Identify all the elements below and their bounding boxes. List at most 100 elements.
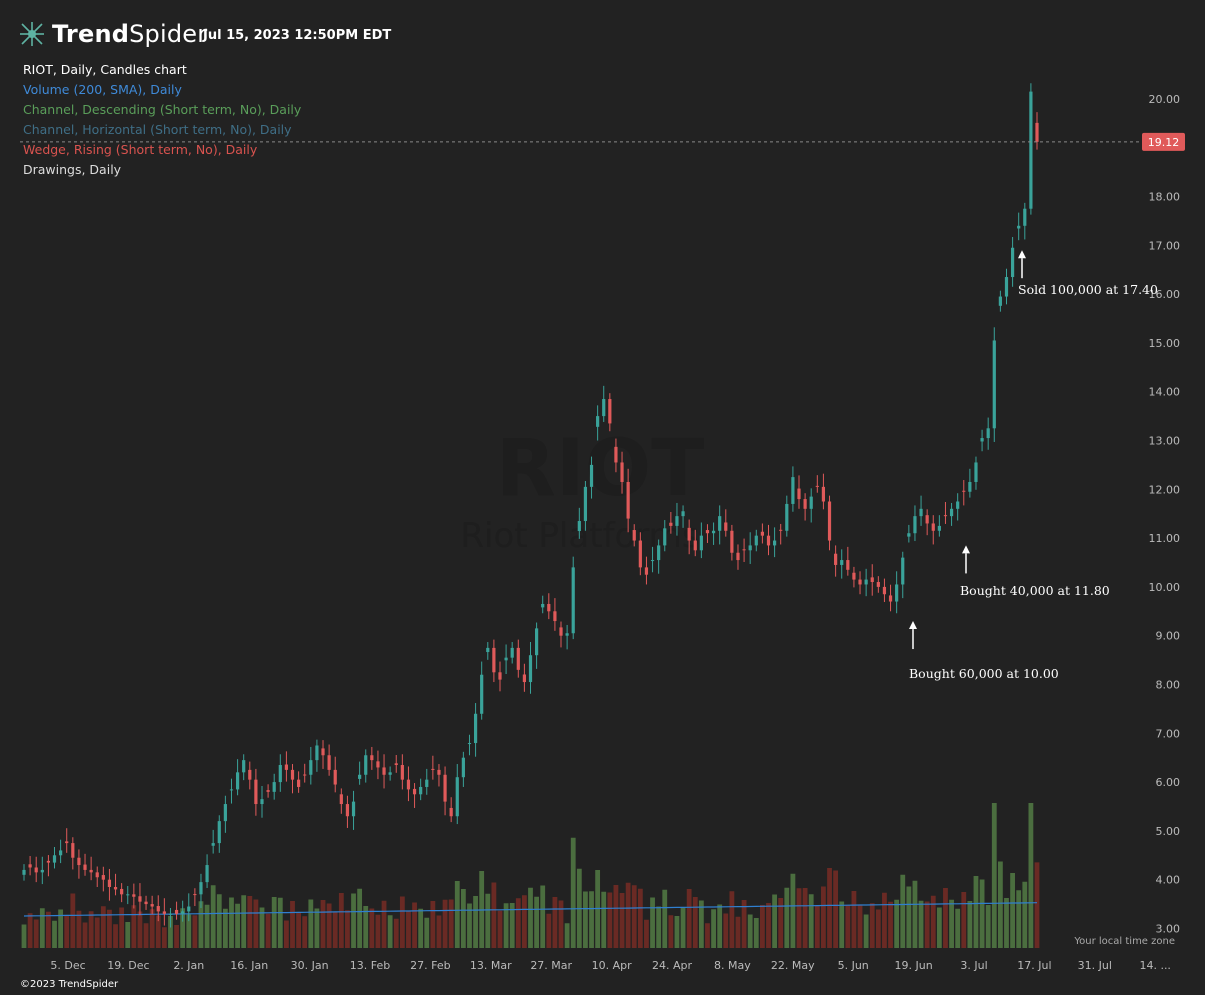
volume-bar: [259, 907, 265, 948]
volume-bar: [564, 923, 570, 948]
candle-body: [358, 774, 362, 779]
candle-body: [730, 530, 734, 553]
x-tick-label: 2. Jan: [173, 959, 204, 972]
y-tick-label: 15.00: [1149, 337, 1181, 350]
candle-body: [492, 647, 496, 673]
candle-body: [547, 603, 551, 612]
x-tick-label: 22. May: [771, 959, 815, 972]
indicator-legend: RIOT, Daily, Candles chart Volume (200, …: [23, 60, 301, 180]
volume-bar: [497, 910, 503, 948]
candle-body: [925, 515, 929, 524]
candle-body: [650, 560, 655, 562]
candle-body: [364, 755, 368, 775]
volume-bar: [1034, 862, 1040, 948]
candle-body: [229, 789, 234, 791]
volume-bar: [253, 899, 259, 948]
candle-body: [59, 850, 63, 856]
volume-bar: [546, 913, 552, 948]
candle-body: [303, 774, 307, 776]
x-tick-label: 10. Apr: [592, 959, 632, 972]
candle-body: [754, 535, 758, 546]
candle-body: [89, 869, 93, 873]
volume-bar: [467, 903, 472, 948]
candle-body: [852, 572, 856, 580]
candle-body: [614, 446, 618, 463]
volume-bar: [46, 911, 51, 948]
candle-body: [71, 843, 75, 858]
candle-body: [888, 595, 893, 602]
candle-body: [419, 786, 423, 795]
legend-item-channel-horizontal[interactable]: Channel, Horizontal (Short term, No), Da…: [23, 122, 292, 137]
last-price-badge-bg: [1142, 132, 1185, 151]
candle-body: [718, 516, 722, 531]
volume-bar: [1004, 898, 1009, 948]
candle-body: [895, 584, 899, 602]
volume-bar: [875, 909, 881, 948]
legend-item-volume[interactable]: Volume (200, SMA), Daily: [23, 82, 182, 97]
legend-item-wedge-rising[interactable]: Wedge, Rising (Short term, No), Daily: [23, 142, 258, 157]
x-tick-label: 13. Feb: [350, 959, 390, 972]
candle-body: [962, 490, 966, 492]
candle-body: [425, 779, 429, 787]
x-tick-label: 5. Dec: [50, 959, 85, 972]
legend-item-channel-descending[interactable]: Channel, Descending (Short term, No), Da…: [23, 102, 302, 117]
candle-body: [693, 540, 697, 551]
y-tick-label: 13.00: [1149, 435, 1181, 448]
candle-body: [370, 755, 374, 761]
candle-body: [431, 768, 435, 770]
volume-bar: [216, 894, 222, 948]
candle-body: [931, 523, 935, 531]
x-tick-label: 19. Dec: [107, 959, 149, 972]
annotation-label: Bought 60,000 at 10.00: [909, 666, 1059, 681]
volume-bar: [985, 905, 991, 948]
volume-bar: [741, 900, 747, 948]
candle-body: [968, 481, 972, 492]
volume-bar: [503, 903, 509, 948]
candle-body: [663, 528, 667, 546]
candle-body: [675, 516, 679, 526]
volume-bar: [82, 922, 88, 948]
candle-body: [217, 821, 221, 844]
volume-bar: [308, 899, 314, 948]
candle-body: [669, 522, 673, 526]
volume-bar: [900, 874, 906, 948]
candle-body: [290, 769, 295, 780]
candle-body: [333, 769, 337, 785]
volume-bar: [247, 896, 253, 948]
candle-body: [107, 879, 112, 888]
spider-logo-icon: [20, 22, 44, 46]
x-tick-label: 27. Feb: [410, 959, 450, 972]
candle-body: [711, 530, 716, 534]
volume-bar: [1010, 873, 1015, 948]
volume-bar: [711, 909, 716, 948]
brand[interactable]: TrendSpider: [18, 20, 207, 48]
candle-body: [553, 611, 557, 622]
candle-body: [821, 486, 826, 502]
candle-body: [949, 508, 954, 517]
candle-body: [138, 896, 142, 902]
volume-bar: [753, 918, 759, 948]
candle-body: [596, 416, 600, 427]
volume-bar: [766, 903, 771, 948]
volume-bar: [149, 909, 155, 948]
volume-bar: [924, 901, 930, 948]
volume-bar: [52, 920, 57, 948]
chart-timestamp: Jul 15, 2023 12:50PM EDT: [203, 28, 392, 43]
volume-bar: [424, 917, 430, 948]
volume-bar: [796, 888, 802, 948]
candle-body: [473, 713, 478, 744]
candle-body: [52, 855, 57, 863]
volume-bar: [265, 913, 271, 948]
candle-body: [101, 875, 105, 880]
candle-body: [406, 779, 411, 790]
volume-bar: [674, 916, 680, 948]
candle-body: [205, 865, 209, 883]
volume-bar: [650, 897, 655, 948]
candle-body: [907, 533, 911, 537]
volume-bar: [399, 896, 405, 948]
candle-body: [321, 748, 325, 756]
legend-item-drawings[interactable]: Drawings, Daily: [23, 162, 122, 177]
volume-bar: [418, 908, 424, 948]
legend-item-chart[interactable]: RIOT, Daily, Candles chart: [23, 62, 187, 77]
